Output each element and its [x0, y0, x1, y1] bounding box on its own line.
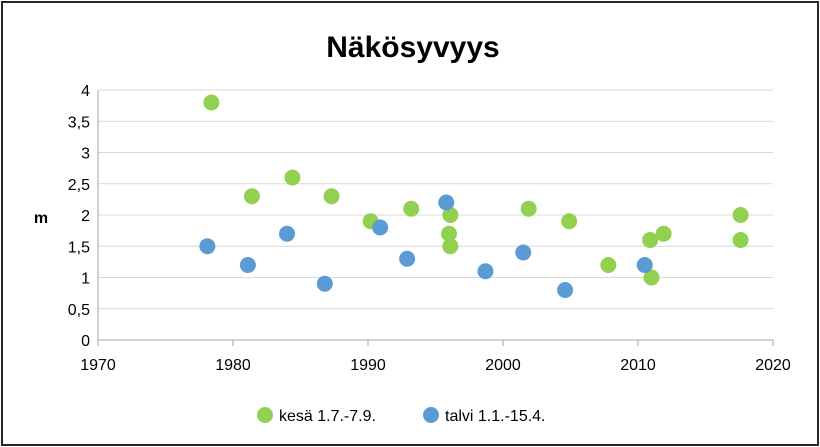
- summer-data-point: [441, 225, 457, 242]
- summer-data-point: [643, 269, 660, 286]
- summer-data-point: [642, 232, 659, 248]
- legend: kesä 1.7.-7.9. talvi 1.1.-15.4.: [257, 407, 546, 425]
- winter-data-point: [372, 219, 389, 236]
- y-tick-label: 2: [81, 208, 90, 225]
- x-tick-label: 1970: [80, 357, 116, 374]
- winter-data-point: [557, 282, 574, 298]
- summer-data-point: [732, 207, 749, 223]
- legend-label: kesä 1.7.-7.9.: [279, 408, 376, 425]
- summer-data-point: [403, 200, 420, 217]
- axes: [97, 90, 774, 346]
- summer-data-point: [561, 213, 578, 230]
- winter-data-point: [477, 263, 494, 280]
- scatter-chart: Näkösyvyys m 0 0,5 1 1,5 2 2,5 3 3,5 4 1970 1980 19…: [34, 31, 791, 425]
- summer-data-point: [323, 188, 340, 205]
- chart-title: Näkösyvyys: [326, 31, 499, 64]
- summer-data-point: [203, 94, 220, 111]
- winter-data-point: [399, 250, 416, 267]
- winter-data-point: [438, 194, 455, 211]
- x-tick-label: 1990: [350, 357, 386, 374]
- x-tick-label: 2020: [755, 357, 791, 374]
- summer-data-point: [655, 225, 672, 242]
- winter-data-point: [279, 225, 295, 242]
- x-tick-label: 2010: [620, 357, 656, 374]
- winter-data-point: [636, 257, 653, 273]
- y-tick-label: 4: [81, 83, 90, 100]
- summer-data-point: [732, 232, 749, 248]
- summer-data-point: [600, 257, 617, 273]
- winter-data-point: [515, 244, 532, 261]
- x-tick-label: 2000: [485, 357, 521, 374]
- summer-data-point: [442, 238, 459, 255]
- summer-data-point: [520, 200, 537, 217]
- y-tick-label: 1: [81, 271, 90, 288]
- legend-marker: [257, 407, 273, 423]
- x-tick-label: 1980: [215, 357, 251, 374]
- winter-data-point: [239, 257, 256, 273]
- y-tick-label: 3: [81, 146, 90, 163]
- y-tick-label: 2,5: [68, 177, 90, 194]
- winter-data-point: [199, 238, 216, 255]
- y-axis-label: m: [34, 210, 48, 227]
- data-points: [199, 94, 749, 298]
- summer-data-point: [284, 169, 301, 186]
- y-tick-label: 0: [81, 333, 90, 350]
- legend-label: talvi 1.1.-15.4.: [445, 408, 546, 425]
- y-tick-label: 3,5: [68, 114, 90, 131]
- tick-labels: 0 0,5 1 1,5 2 2,5 3 3,5 4 1970 1980 1990 2000 2010 202…: [68, 83, 791, 374]
- y-tick-label: 0,5: [68, 302, 90, 319]
- legend-marker: [423, 407, 439, 423]
- summer-data-point: [442, 207, 459, 223]
- winter-data-point: [316, 275, 333, 292]
- summer-data-point: [243, 188, 260, 205]
- y-tick-label: 1,5: [68, 239, 90, 256]
- gridlines: [98, 89, 773, 310]
